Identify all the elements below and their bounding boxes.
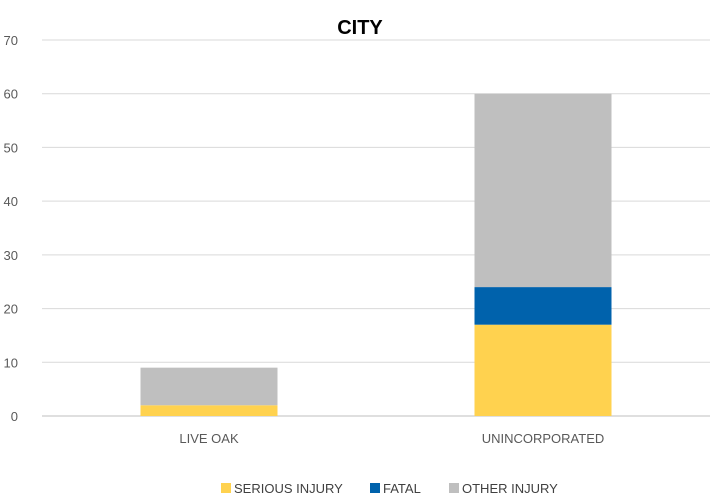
legend-label: FATAL (383, 481, 421, 496)
gridlines (42, 39, 710, 417)
x-axis-ticks: LIVE OAK UNINCORPORATED (179, 431, 604, 446)
bar-other-injury-live-oak (140, 367, 278, 406)
bars (140, 93, 612, 416)
legend-swatch (221, 483, 231, 493)
x-tick-label: LIVE OAK (179, 431, 239, 446)
legend-label: OTHER INJURY (462, 481, 558, 496)
x-tick-label: UNINCORPORATED (482, 431, 605, 446)
y-tick-label: 70 (4, 33, 18, 48)
legend-swatch (370, 483, 380, 493)
legend-label: SERIOUS INJURY (234, 481, 343, 496)
y-tick-label: 60 (4, 87, 18, 102)
legend-swatch (449, 483, 459, 493)
y-tick-label: 30 (4, 248, 18, 263)
y-tick-label: 40 (4, 194, 18, 209)
bar-fatal-unincorporated (474, 287, 612, 325)
bar-serious-injury-unincorporated (474, 324, 612, 416)
legend: SERIOUS INJURY FATAL OTHER INJURY (221, 481, 558, 496)
y-axis-ticks: 0 10 20 30 40 50 60 70 (4, 33, 18, 424)
y-tick-label: 0 (11, 409, 18, 424)
chart-title: CITY (337, 17, 383, 39)
y-tick-label: 10 (4, 355, 18, 370)
bar-serious-injury-live-oak (140, 405, 278, 416)
bar-other-injury-unincorporated (474, 93, 612, 288)
y-tick-label: 20 (4, 302, 18, 317)
y-tick-label: 50 (4, 140, 18, 155)
